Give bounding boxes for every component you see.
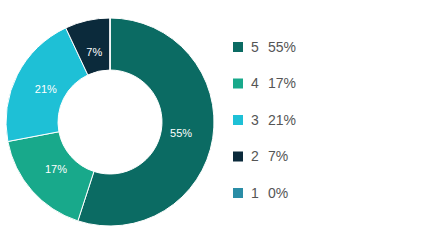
data-label: 7%	[86, 46, 102, 58]
chart-container: 55% 17% 21% 7% 5 55% 4 17% 3 21% 2 7% 1 0%	[0, 0, 443, 246]
data-label: 17%	[45, 163, 67, 175]
legend-label: 4	[251, 75, 259, 91]
legend-value: 17%	[268, 75, 296, 91]
legend-swatch	[233, 152, 243, 162]
legend-swatch	[233, 188, 243, 198]
slice	[8, 132, 94, 221]
slice	[110, 18, 111, 70]
slice	[78, 18, 214, 226]
legend-label: 5	[251, 39, 259, 55]
legend-label: 3	[251, 112, 259, 128]
legend-value: 0%	[268, 185, 288, 201]
legend: 5 55% 4 17% 3 21% 2 7% 1 0%	[233, 39, 296, 201]
legend-value: 55%	[268, 39, 296, 55]
data-label: 21%	[35, 83, 57, 95]
legend-swatch	[233, 42, 243, 52]
legend-value: 21%	[268, 112, 296, 128]
chart-svg: 55% 17% 21% 7% 5 55% 4 17% 3 21% 2 7% 1 0%	[0, 0, 443, 246]
donut: 55% 17% 21% 7%	[6, 18, 214, 226]
legend-label: 1	[251, 185, 259, 201]
legend-value: 7%	[268, 148, 288, 164]
legend-label: 2	[251, 148, 259, 164]
legend-swatch	[233, 79, 243, 89]
slice	[66, 18, 110, 75]
data-label: 55%	[170, 127, 192, 139]
legend-swatch	[233, 115, 243, 125]
